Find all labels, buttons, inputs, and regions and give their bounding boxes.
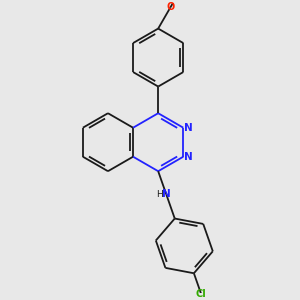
Text: N: N	[184, 123, 193, 133]
Text: N: N	[162, 190, 171, 200]
Text: O: O	[167, 2, 175, 12]
Text: Cl: Cl	[196, 289, 206, 299]
Text: H: H	[156, 190, 163, 199]
Text: N: N	[184, 152, 193, 162]
